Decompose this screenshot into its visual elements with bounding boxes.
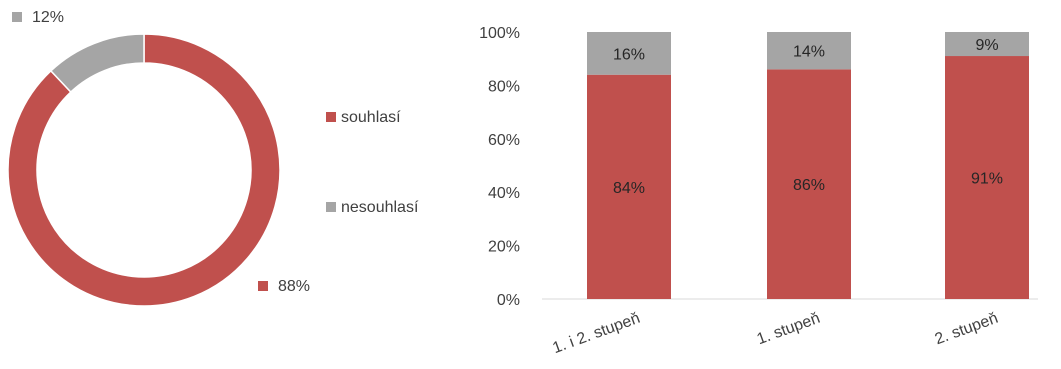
donut-data-label-nesouhlasi: 12% bbox=[32, 9, 64, 26]
bar-data-label-souhlasi-1-stupen: 86% bbox=[793, 177, 825, 194]
bar-data-label-nesouhlasi-2-stupen: 9% bbox=[975, 37, 998, 54]
x-tick-label-1-stupen: 1. stupeň bbox=[755, 310, 823, 348]
bar-marks: 84% 16% 86% 14% 91% 9% bbox=[587, 32, 1029, 299]
legend-swatch-souhlasi bbox=[326, 112, 336, 122]
x-tick-label-2-stupen: 2. stupeň bbox=[933, 310, 1001, 348]
bar-souhlasi-1-stupen bbox=[767, 69, 851, 299]
y-tick-label: 60% bbox=[488, 132, 520, 149]
y-tick-label: 80% bbox=[488, 78, 520, 95]
donut-data-label-souhlasi: 88% bbox=[278, 278, 310, 295]
bar-nesouhlasi-1-stupen bbox=[767, 32, 851, 70]
legend-entry-nesouhlasi: nesouhlasí bbox=[341, 199, 419, 216]
bar-souhlasi-2-stupen bbox=[945, 56, 1029, 299]
bar-nesouhlasi-2-stupen bbox=[945, 32, 1029, 57]
bar-data-label-souhlasi-2-stupen: 91% bbox=[971, 171, 1003, 188]
y-tick-label: 40% bbox=[488, 185, 520, 202]
bar-data-label-souhlasi-1-i-2-stupen: 84% bbox=[613, 180, 645, 197]
donut-label-marker-nesouhlasi bbox=[12, 12, 22, 22]
y-tick-label: 100% bbox=[479, 25, 520, 42]
donut-slice-nesouhlasi bbox=[49, 33, 145, 94]
x-axis: 1. i 2. stupeň 1. stupeň 2. stupeň bbox=[550, 310, 1000, 357]
bar-nesouhlasi-1-i-2-stupen bbox=[587, 32, 671, 75]
bar-souhlasi-1-i-2-stupen bbox=[587, 74, 671, 299]
donut-chart: 88% 12% bbox=[7, 9, 310, 307]
donut-label-marker-souhlasi bbox=[258, 281, 268, 291]
donut-legend: souhlasí nesouhlasí bbox=[326, 109, 419, 216]
donut-slice-souhlasi bbox=[7, 33, 281, 307]
y-axis: 0% 20% 40% 60% 80% 100% bbox=[479, 25, 520, 309]
x-tick-label-1-i-2-stupen: 1. i 2. stupeň bbox=[550, 310, 642, 357]
y-tick-label: 0% bbox=[497, 292, 520, 309]
legend-entry-souhlasi: souhlasí bbox=[341, 109, 401, 126]
stacked-bar-chart: 0% 20% 40% 60% 80% 100% 84% 16% 86% 14% 91% 9% 1. … bbox=[479, 25, 1038, 357]
legend-swatch-nesouhlasi bbox=[326, 202, 336, 212]
y-tick-label: 20% bbox=[488, 239, 520, 256]
bar-data-label-nesouhlasi-1-i-2-stupen: 16% bbox=[613, 46, 645, 63]
bar-data-label-nesouhlasi-1-stupen: 14% bbox=[793, 44, 825, 61]
